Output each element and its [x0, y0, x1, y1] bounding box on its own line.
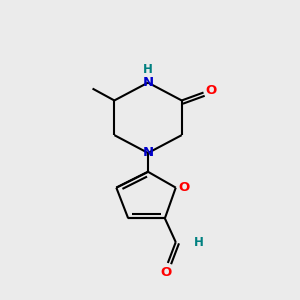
Text: N: N [142, 146, 154, 160]
Text: N: N [142, 76, 154, 89]
Text: O: O [206, 84, 217, 97]
Text: H: H [143, 63, 153, 76]
Text: O: O [178, 181, 189, 194]
Text: O: O [160, 266, 172, 279]
Text: H: H [194, 236, 203, 249]
